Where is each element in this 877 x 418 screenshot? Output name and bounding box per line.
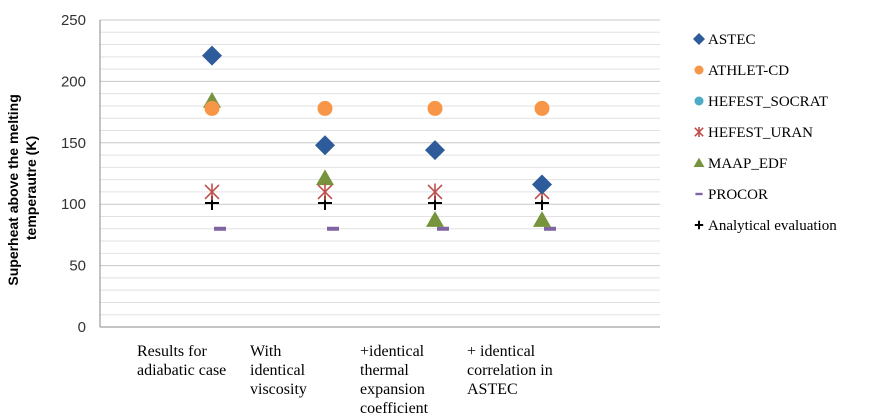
data-point: [214, 226, 226, 231]
x-category-labels: Results for adiabatic case With identical vi…: [137, 343, 553, 417]
category-label: correlation in: [467, 362, 553, 379]
y-axis-label: Superheat above the melting temperautre …: [5, 90, 39, 285]
series-analytical-evaluation: [205, 195, 549, 210]
data-point: [437, 226, 449, 231]
data-point: [533, 211, 551, 227]
legend-item: HEFEST_URAN: [694, 125, 813, 141]
legend: ASTEC ATHLET-CD HEFEST_SOCRAT HEFEST_URAN MA…: [693, 32, 837, 234]
legend-marker: [694, 126, 704, 138]
data-marks: [202, 45, 556, 231]
axes: [99, 20, 660, 328]
category-label: Results for: [137, 343, 207, 360]
series-procor: [214, 226, 556, 231]
data-point: [317, 183, 333, 201]
legend-marker: [693, 33, 705, 45]
series-athlet-cd: [204, 100, 550, 116]
series-maap-edf: [203, 92, 551, 227]
data-point: [315, 135, 335, 156]
category-label: adiabatic case: [137, 362, 226, 379]
data-point: [204, 100, 220, 116]
legend-marker: [693, 157, 705, 168]
legend-label: PROCOR: [708, 187, 768, 203]
legend-item: Analytical evaluation: [694, 218, 837, 234]
legend-label: HEFEST_SOCRAT: [708, 94, 828, 110]
y-tick-label: 150: [61, 135, 86, 152]
data-point: [426, 211, 444, 227]
data-point: [427, 183, 443, 201]
category-label: thermal: [360, 362, 409, 379]
gridlines: [100, 19, 660, 328]
category-label: viscosity: [250, 381, 307, 398]
legend-marker: [694, 65, 704, 75]
y-tick-labels: 0 50 100 150 200 250: [61, 12, 86, 336]
data-point: [427, 100, 443, 116]
data-point: [534, 100, 550, 116]
data-point: [532, 174, 552, 195]
legend-label: ATHLET-CD: [708, 63, 789, 79]
y-tick-label: 200: [61, 73, 86, 90]
data-point: [202, 45, 222, 66]
y-tick-label: 250: [61, 12, 86, 29]
y-tick-label: 100: [61, 196, 86, 213]
legend-item: MAAP_EDF: [693, 156, 787, 172]
legend-item: ASTEC: [693, 32, 756, 48]
y-axis-label-line-2: temperautre (K): [23, 136, 39, 240]
legend-item: PROCOR: [695, 187, 768, 203]
legend-label: Analytical evaluation: [708, 218, 837, 234]
category-label: + identical: [467, 343, 536, 360]
legend-marker: [694, 96, 704, 106]
category-label: expansion: [360, 381, 425, 398]
y-axis-label-line-1: Superheat above the melting: [5, 94, 21, 285]
legend-label: HEFEST_URAN: [708, 125, 813, 141]
data-point: [327, 226, 339, 231]
category-label: +identical: [360, 343, 425, 360]
legend-marker: [694, 220, 704, 230]
legend-label: ASTEC: [708, 32, 756, 48]
category-label: With: [250, 343, 281, 360]
category-label: ASTEC: [467, 381, 518, 398]
y-tick-label: 0: [78, 319, 86, 336]
y-tick-label: 50: [69, 258, 86, 275]
legend-item: ATHLET-CD: [694, 63, 789, 79]
legend-marker: [695, 192, 703, 196]
category-label: coefficient: [360, 400, 429, 417]
series-astec: [202, 45, 552, 195]
data-point: [544, 226, 556, 231]
data-point: [317, 100, 333, 116]
data-point: [316, 169, 334, 186]
category-label: identical: [250, 362, 306, 379]
legend-label: MAAP_EDF: [708, 156, 787, 172]
data-point: [204, 183, 220, 201]
legend-item: HEFEST_SOCRAT: [694, 94, 828, 110]
data-point: [425, 140, 445, 161]
